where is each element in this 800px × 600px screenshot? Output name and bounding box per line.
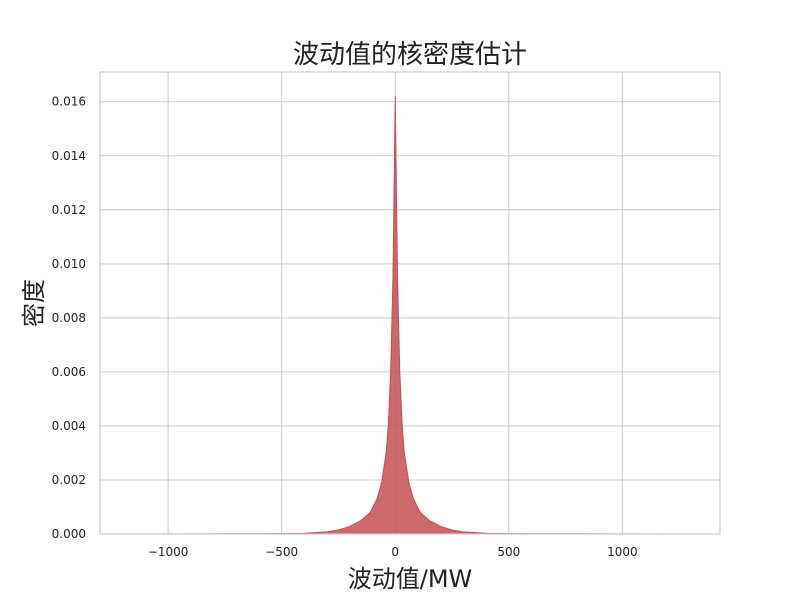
y-axis-ticks: 0.000 0.002 0.004 0.006 0.008 0.010 0.012 0.014… [52, 95, 86, 541]
chart-title: 波动值的核密度估计 [293, 40, 527, 70]
y-tick-label: 0.006 [52, 365, 86, 379]
x-tick-label: −500 [265, 545, 298, 559]
y-tick-label: 0.016 [52, 95, 86, 109]
x-tick-label: 0 [391, 545, 399, 559]
y-tick-label: 0.008 [52, 311, 86, 325]
y-tick-label: 0.000 [52, 527, 86, 541]
x-tick-label: 1000 [607, 545, 638, 559]
x-tick-label: −1000 [148, 545, 189, 559]
plot-frame [99, 71, 721, 535]
y-tick-label: 0.004 [52, 419, 86, 433]
y-tick-label: 0.010 [52, 257, 86, 271]
density-area [128, 96, 691, 535]
x-axis-ticks: −1000 −500 0 500 1000 [148, 545, 638, 559]
x-tick-label: 500 [497, 545, 520, 559]
y-tick-label: 0.014 [52, 149, 86, 163]
x-axis-label: 波动值/MW [348, 565, 473, 593]
y-tick-label: 0.012 [52, 203, 86, 217]
y-axis-label: 密度 [20, 279, 48, 327]
y-tick-label: 0.002 [52, 473, 86, 487]
